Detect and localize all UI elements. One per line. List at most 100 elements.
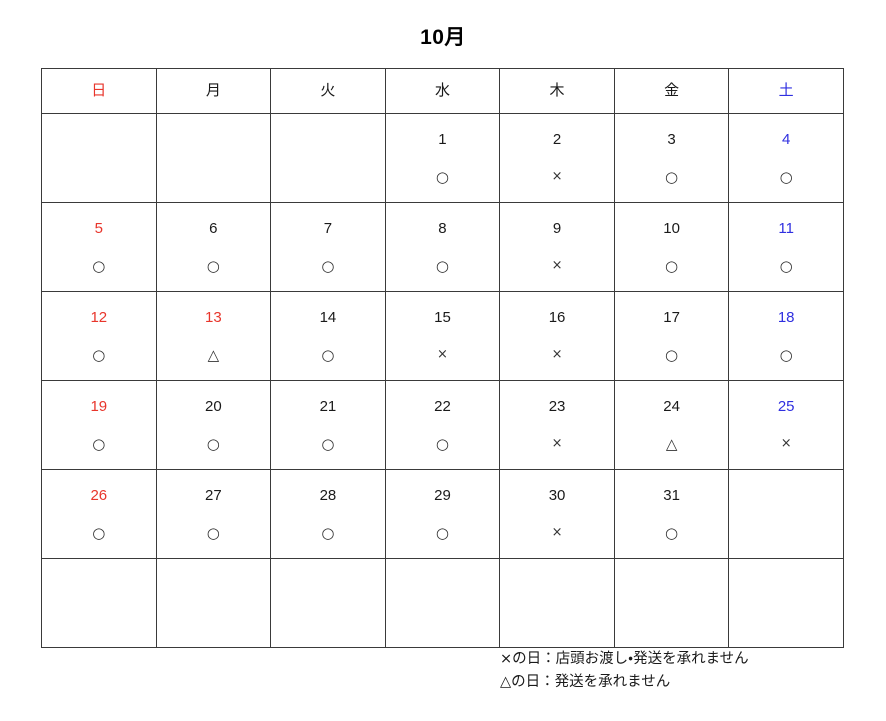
day-cell-content: 29 ○ [386, 470, 500, 558]
day-number: 10 [663, 220, 680, 237]
calendar-day-cell[interactable]: 19 ○ [41, 380, 157, 470]
calendar-day-cell[interactable]: 30 × [499, 469, 615, 559]
day-number: 12 [90, 309, 108, 326]
day-number: 9 [552, 220, 562, 237]
day-number: 30 [548, 487, 566, 504]
calendar-day-cell-empty [41, 113, 157, 203]
availability-mark-icon: ○ [321, 435, 335, 453]
calendar-day-cell[interactable]: 31 ○ [613, 469, 730, 559]
calendar-container: 日月火水木金土 1 ○ 2 × 3 ○ 4 ○ 5 ○ 6 ○ 7 ○ 8 ○ 9 × 10 ○ 11 ○ 12 ○ 13 △ 14… [41, 68, 844, 648]
availability-mark-icon: ○ [92, 524, 106, 542]
weekday-header-row: 日月火水木金土 [41, 68, 844, 114]
day-cell-content: 9 × [500, 203, 614, 291]
calendar-day-cell-empty [41, 558, 157, 648]
day-number: 5 [94, 220, 103, 237]
calendar-day-cell[interactable]: 28 ○ [270, 469, 386, 559]
availability-mark-icon: ○ [92, 257, 106, 275]
calendar-day-cell[interactable]: 23 × [499, 380, 615, 470]
availability-mark-icon: ○ [435, 168, 450, 186]
weekday-header-normal-1: 月 [155, 68, 272, 114]
calendar-day-cell[interactable]: 17 ○ [613, 291, 730, 381]
calendar-day-cell-empty [270, 113, 386, 203]
calendar-day-cell-empty [499, 558, 615, 648]
calendar-day-cell[interactable]: 9 × [499, 202, 615, 292]
calendar-week-row: 1 ○ 2 × 3 ○ 4 ○ [41, 113, 844, 203]
calendar-day-cell[interactable]: 6 ○ [155, 202, 272, 292]
day-cell-content: 5 ○ [42, 203, 156, 291]
availability-mark-icon: ○ [321, 346, 335, 364]
availability-mark-icon: ○ [435, 524, 450, 542]
availability-mark-icon: ○ [92, 435, 106, 453]
calendar-day-cell[interactable]: 11 ○ [728, 202, 844, 292]
calendar-day-cell[interactable]: 8 ○ [384, 202, 501, 292]
availability-mark-icon: ○ [435, 257, 450, 275]
calendar-day-cell[interactable]: 15 × [384, 291, 501, 381]
calendar-day-cell[interactable]: 26 ○ [41, 469, 157, 559]
day-number: 8 [438, 220, 447, 237]
calendar-day-cell[interactable]: 24 △ [613, 380, 730, 470]
weekday-header-normal-5: 金 [613, 68, 730, 114]
availability-mark-icon: × [780, 436, 792, 451]
day-cell-content: 2 × [500, 114, 614, 202]
day-number: 27 [205, 487, 222, 504]
calendar-day-cell[interactable]: 13 △ [155, 291, 272, 381]
calendar-day-cell[interactable]: 29 ○ [384, 469, 501, 559]
availability-mark-icon: △ [665, 435, 678, 453]
calendar-week-row: 5 ○ 6 ○ 7 ○ 8 ○ 9 × 10 ○ 11 ○ [41, 202, 844, 292]
day-cell-content: 28 ○ [271, 470, 385, 558]
calendar-day-cell[interactable]: 21 ○ [270, 380, 386, 470]
calendar-day-cell[interactable]: 10 ○ [613, 202, 730, 292]
page-title: 10月 [420, 26, 466, 49]
availability-mark-icon: ○ [665, 346, 679, 364]
calendar-day-cell[interactable]: 18 ○ [728, 291, 844, 381]
calendar-day-cell[interactable]: 25 × [728, 380, 844, 470]
day-number: 13 [205, 309, 222, 326]
calendar-day-cell-empty [613, 558, 730, 648]
calendar-day-cell[interactable]: 4 ○ [728, 113, 844, 203]
calendar-day-cell[interactable]: 2 × [499, 113, 615, 203]
calendar-day-cell-empty [728, 558, 844, 648]
calendar-day-cell[interactable]: 16 × [499, 291, 615, 381]
day-number: 4 [781, 131, 791, 148]
day-number: 28 [319, 487, 337, 504]
availability-mark-icon: × [551, 436, 563, 451]
calendar-day-cell[interactable]: 1 ○ [384, 113, 501, 203]
day-cell-content: 23 × [500, 381, 614, 469]
legend-note-line: ×の日：店頭お渡し・発送を承れません [500, 651, 749, 667]
availability-mark-icon: ○ [206, 257, 220, 275]
calendar-day-cell-empty [155, 113, 272, 203]
calendar-day-cell[interactable]: 27 ○ [155, 469, 272, 559]
day-number: 11 [778, 220, 794, 237]
availability-mark-icon: ○ [206, 524, 220, 542]
availability-mark-icon: ○ [779, 346, 793, 364]
day-cell-content: 16 × [500, 292, 614, 380]
calendar-table: 日月火水木金土 1 ○ 2 × 3 ○ 4 ○ 5 ○ 6 ○ 7 ○ 8 ○ 9 × 10 ○ 11 ○ 12 ○ 13 △ 14… [41, 68, 844, 648]
calendar-day-cell[interactable]: 20 ○ [155, 380, 272, 470]
day-cell-content: 17 ○ [615, 292, 729, 380]
calendar-header-row-group: 日月火水木金土 [41, 68, 844, 114]
day-cell-content: 31 ○ [615, 470, 729, 558]
calendar-day-cell[interactable]: 22 ○ [384, 380, 501, 470]
calendar-body: 1 ○ 2 × 3 ○ 4 ○ 5 ○ 6 ○ 7 ○ 8 ○ 9 × 10 ○ 11 ○ 12 ○ 13 △ 14 ○ 15 × 16 × 1… [41, 113, 844, 648]
calendar-day-cell[interactable]: 14 ○ [270, 291, 386, 381]
calendar-day-cell[interactable]: 5 ○ [41, 202, 157, 292]
availability-mark-icon: △ [207, 346, 220, 364]
calendar-day-cell[interactable]: 7 ○ [270, 202, 386, 292]
weekday-header-sat-6: 土 [728, 68, 844, 114]
calendar-day-cell[interactable]: 12 ○ [41, 291, 157, 381]
day-cell-content: 3 ○ [615, 114, 729, 202]
day-cell-content: 27 ○ [157, 470, 271, 558]
availability-mark-icon: ○ [206, 435, 220, 453]
day-number: 26 [90, 487, 108, 504]
day-number: 15 [434, 309, 451, 326]
calendar-day-cell-empty [155, 558, 272, 648]
day-number: 18 [777, 309, 795, 326]
day-cell-content: 21 ○ [271, 381, 385, 469]
calendar-day-cell[interactable]: 3 ○ [613, 113, 730, 203]
calendar-week-row [41, 558, 844, 648]
day-cell-content: 8 ○ [386, 203, 500, 291]
day-number: 21 [319, 398, 337, 415]
day-cell-content: 11 ○ [729, 203, 843, 291]
calendar-week-row: 26 ○ 27 ○ 28 ○ 29 ○ 30 × 31 ○ [41, 469, 844, 559]
